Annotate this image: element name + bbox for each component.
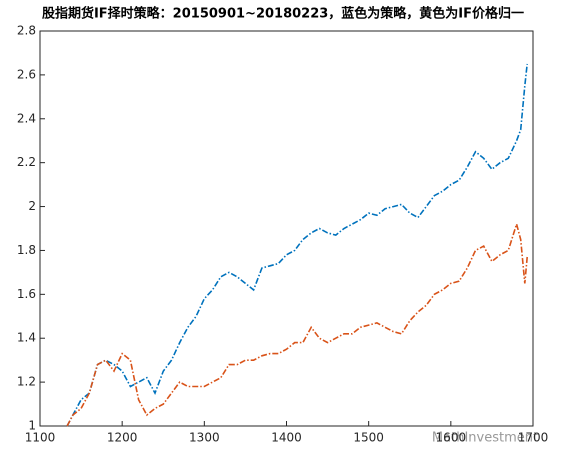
series-line [66, 221, 528, 427]
y-tick-label: 1.2 [17, 375, 36, 389]
plot-area [39, 30, 534, 427]
y-tick-label: 1 [28, 419, 36, 433]
x-tick-label: 1700 [518, 431, 549, 445]
series-line [66, 63, 528, 427]
y-tick-label: 1.6 [17, 287, 36, 301]
y-tick-label: 1.8 [17, 243, 36, 257]
watermark: MathInvestment [432, 431, 538, 446]
x-tick-label: 1600 [436, 431, 467, 445]
x-tick-label: 1500 [353, 431, 384, 445]
y-tick-label: 1.4 [17, 331, 36, 345]
y-tick-label: 2.6 [17, 67, 36, 81]
y-tick-label: 2 [28, 199, 36, 213]
y-tick-label: 2.2 [17, 155, 36, 169]
y-tick-label: 2.8 [17, 24, 36, 38]
chart-title: 股指期货IF择时策略：20150901~20180223，蓝色为策略，黄色为IF… [42, 6, 524, 22]
x-tick-label: 1200 [107, 431, 138, 445]
y-tick-label: 2.4 [17, 111, 36, 125]
x-tick-label: 1400 [271, 431, 302, 445]
x-tick-label: 1100 [25, 431, 56, 445]
x-tick-label: 1300 [189, 431, 220, 445]
